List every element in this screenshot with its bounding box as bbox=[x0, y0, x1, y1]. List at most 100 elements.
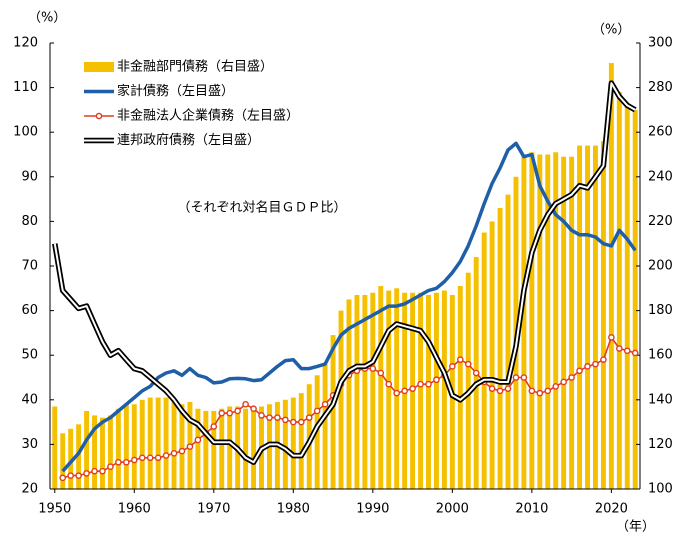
bar bbox=[457, 286, 463, 489]
marker bbox=[297, 418, 305, 426]
bar bbox=[338, 310, 344, 489]
y-tick-label: 100 bbox=[13, 125, 38, 140]
bar bbox=[378, 286, 384, 489]
bar bbox=[251, 406, 257, 489]
marker bbox=[472, 369, 480, 377]
annotation: （それぞれ対名目ＧＤＰ比） bbox=[177, 200, 346, 216]
bar bbox=[505, 194, 511, 489]
marker bbox=[242, 400, 249, 408]
series-line bbox=[61, 141, 637, 473]
marker bbox=[186, 443, 194, 450]
bar bbox=[76, 424, 82, 489]
y-tick-label: 30 bbox=[21, 437, 38, 452]
marker bbox=[226, 409, 234, 417]
y-tick-label: 80 bbox=[21, 214, 38, 229]
y2-tick-label: 240 bbox=[648, 169, 673, 184]
marker bbox=[401, 387, 408, 395]
marker bbox=[83, 470, 90, 477]
y2-tick-label: 300 bbox=[648, 36, 673, 51]
series-line bbox=[53, 82, 636, 464]
x-tick-label: 1950 bbox=[38, 502, 71, 517]
marker bbox=[409, 385, 416, 392]
y-tick-label: 90 bbox=[21, 169, 38, 184]
bar bbox=[433, 292, 439, 489]
bar bbox=[624, 103, 630, 490]
marker bbox=[608, 334, 615, 341]
marker bbox=[456, 356, 464, 363]
bar bbox=[354, 294, 360, 489]
bar bbox=[147, 397, 153, 489]
bar bbox=[155, 397, 161, 489]
marker bbox=[616, 345, 623, 352]
y2-tick-label: 280 bbox=[648, 80, 673, 95]
bar bbox=[346, 299, 352, 489]
legend-label: 非金融部門債務（右目盛） bbox=[117, 59, 273, 75]
y-tick-label: 20 bbox=[21, 482, 38, 497]
y2-tick-label: 140 bbox=[648, 392, 673, 407]
legend-label: 連邦政府債務（左目盛） bbox=[117, 133, 260, 148]
bar bbox=[521, 154, 527, 489]
marker bbox=[584, 363, 591, 370]
y2-tick-label: 160 bbox=[648, 348, 673, 363]
bar bbox=[585, 145, 590, 489]
bar bbox=[298, 393, 304, 489]
marker bbox=[313, 407, 321, 415]
marker bbox=[218, 409, 226, 417]
marker bbox=[162, 452, 170, 459]
bar bbox=[68, 428, 74, 489]
bar bbox=[163, 397, 169, 489]
x-tick-label: 1970 bbox=[197, 502, 230, 517]
bar bbox=[282, 399, 288, 489]
marker bbox=[146, 454, 154, 462]
bar bbox=[577, 145, 583, 489]
legend-label: 家計債務（左目盛） bbox=[117, 83, 234, 99]
marker bbox=[631, 349, 639, 357]
marker bbox=[170, 450, 178, 457]
bar bbox=[100, 417, 105, 489]
marker bbox=[67, 472, 74, 479]
marker bbox=[433, 376, 440, 384]
x-tick-label: 1990 bbox=[356, 502, 389, 517]
bar bbox=[497, 208, 503, 489]
marker bbox=[464, 360, 472, 368]
x-axis-label: （年） bbox=[616, 520, 655, 535]
marker bbox=[250, 405, 257, 413]
bar bbox=[465, 272, 471, 489]
marker bbox=[130, 456, 138, 464]
marker bbox=[623, 347, 631, 355]
marker bbox=[528, 387, 536, 395]
y2-tick-label: 220 bbox=[648, 214, 673, 229]
marker bbox=[107, 463, 114, 471]
y-tick-label: 70 bbox=[21, 259, 38, 274]
marker bbox=[59, 474, 67, 482]
marker bbox=[512, 374, 520, 381]
bar bbox=[123, 404, 129, 489]
bar bbox=[179, 404, 185, 489]
marker bbox=[385, 380, 393, 388]
y2-axis-label: （%） bbox=[592, 23, 630, 38]
marker bbox=[393, 389, 400, 397]
marker bbox=[194, 436, 202, 444]
bar bbox=[330, 335, 336, 489]
bar bbox=[553, 152, 559, 489]
marker bbox=[592, 360, 599, 368]
bar bbox=[545, 154, 551, 489]
bar bbox=[219, 408, 225, 489]
y-tick-label: 120 bbox=[13, 36, 38, 51]
x-tick-label: 2010 bbox=[515, 502, 548, 517]
bar bbox=[171, 399, 177, 489]
marker bbox=[138, 454, 146, 462]
y-tick-label: 110 bbox=[13, 80, 38, 95]
marker bbox=[123, 458, 130, 466]
marker bbox=[282, 416, 289, 424]
marker bbox=[290, 418, 297, 426]
bar bbox=[139, 399, 145, 489]
y2-tick-label: 100 bbox=[648, 482, 673, 497]
marker bbox=[178, 447, 186, 455]
x-tick-label: 1960 bbox=[118, 502, 151, 517]
marker bbox=[210, 423, 218, 430]
bar bbox=[370, 292, 376, 489]
bar bbox=[386, 290, 392, 489]
bar bbox=[481, 232, 487, 490]
